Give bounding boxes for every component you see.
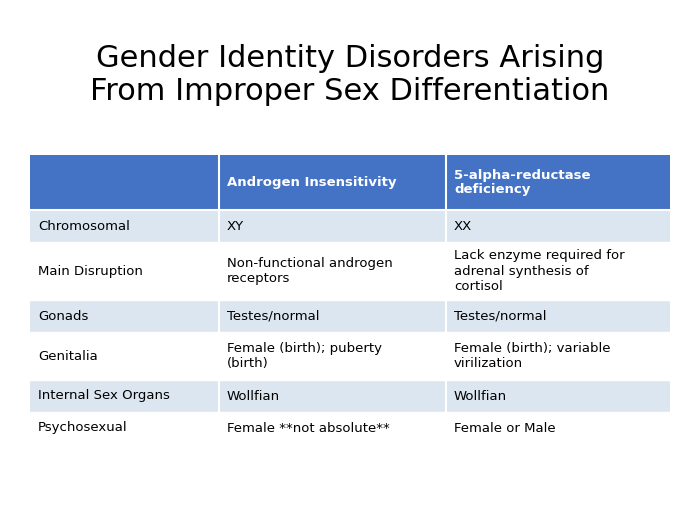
Text: Main Disruption: Main Disruption xyxy=(38,265,143,278)
Text: Wollfian: Wollfian xyxy=(227,390,280,403)
Bar xyxy=(446,380,670,412)
Text: Genitalia: Genitalia xyxy=(38,350,98,362)
Text: Female (birth); puberty
(birth): Female (birth); puberty (birth) xyxy=(227,342,382,370)
Text: Non-functional androgen
receptors: Non-functional androgen receptors xyxy=(227,257,393,285)
Bar xyxy=(30,155,219,210)
Bar xyxy=(30,242,219,300)
Text: Testes/normal: Testes/normal xyxy=(227,310,319,322)
Bar xyxy=(446,155,670,210)
Text: XX: XX xyxy=(454,219,472,233)
Bar xyxy=(219,412,446,444)
Bar xyxy=(30,332,219,380)
Bar xyxy=(446,242,670,300)
Text: Gender Identity Disorders Arising
From Improper Sex Differentiation: Gender Identity Disorders Arising From I… xyxy=(90,44,610,106)
Text: Lack enzyme required for
adrenal synthesis of
cortisol: Lack enzyme required for adrenal synthes… xyxy=(454,249,624,292)
Bar xyxy=(219,155,446,210)
Bar xyxy=(30,380,219,412)
Bar xyxy=(446,300,670,332)
Bar xyxy=(30,300,219,332)
Bar xyxy=(219,332,446,380)
Text: Female (birth); variable
virilization: Female (birth); variable virilization xyxy=(454,342,610,370)
Bar xyxy=(446,332,670,380)
Text: Gonads: Gonads xyxy=(38,310,88,322)
Text: Wollfian: Wollfian xyxy=(454,390,507,403)
Text: Chromosomal: Chromosomal xyxy=(38,219,130,233)
Text: XY: XY xyxy=(227,219,244,233)
Bar xyxy=(219,210,446,242)
Text: Female **not absolute**: Female **not absolute** xyxy=(227,422,389,435)
Text: 5-alpha-reductase
deficiency: 5-alpha-reductase deficiency xyxy=(454,169,591,196)
Text: Androgen Insensitivity: Androgen Insensitivity xyxy=(227,176,396,189)
Bar xyxy=(219,380,446,412)
Text: Female or Male: Female or Male xyxy=(454,422,556,435)
Bar xyxy=(219,242,446,300)
Bar xyxy=(219,300,446,332)
Bar xyxy=(446,210,670,242)
Bar xyxy=(30,210,219,242)
Text: Psychosexual: Psychosexual xyxy=(38,422,127,435)
Text: Testes/normal: Testes/normal xyxy=(454,310,547,322)
Bar xyxy=(30,412,219,444)
Bar xyxy=(446,412,670,444)
Text: Internal Sex Organs: Internal Sex Organs xyxy=(38,390,170,403)
